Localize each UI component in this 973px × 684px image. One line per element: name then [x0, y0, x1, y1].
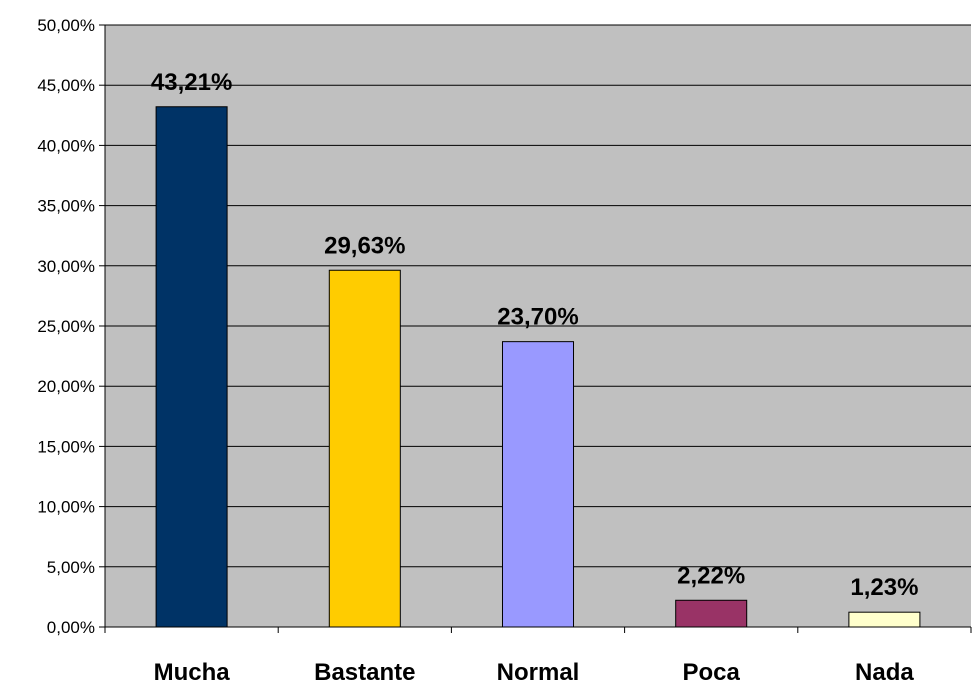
bar-bastante — [328, 269, 401, 628]
y-tick-label: 25,00% — [37, 317, 95, 336]
bar-poca — [675, 599, 748, 628]
data-labels: 43,21% 29,63% 23,70% 2,22% 1,23% — [151, 69, 919, 601]
category-label-nada: Nada — [855, 659, 914, 684]
data-label-bastante: 29,63% — [324, 232, 405, 259]
y-tick-label: 5,00% — [47, 558, 95, 577]
y-tick-label: 0,00% — [47, 618, 95, 637]
category-label-normal: Normal — [497, 659, 580, 684]
category-label-poca: Poca — [683, 659, 741, 684]
data-label-nada: 1,23% — [850, 574, 918, 601]
category-label-bastante: Bastante — [314, 659, 415, 684]
bar-mucha — [155, 106, 228, 628]
y-tick-label: 20,00% — [37, 377, 95, 396]
y-tick-label: 10,00% — [37, 498, 95, 517]
y-tick-label: 50,00% — [37, 16, 95, 35]
y-tick-label: 15,00% — [37, 437, 95, 456]
data-label-poca: 2,22% — [677, 562, 745, 589]
category-label-mucha: Mucha — [154, 659, 231, 684]
y-tick-label: 30,00% — [37, 257, 95, 276]
y-axis: 0,00% 5,00% 10,00% 15,00% 20,00% 25,00% 30,00%… — [37, 16, 106, 637]
bar-nada — [848, 611, 921, 628]
y-tick-label: 40,00% — [37, 136, 95, 155]
bar-normal — [501, 341, 575, 628]
data-label-mucha: 43,21% — [151, 69, 232, 96]
x-axis: Mucha Bastante Normal Poca Nada — [104, 626, 972, 684]
y-tick-label: 45,00% — [37, 76, 95, 95]
bars — [155, 106, 921, 628]
y-tick-label: 35,00% — [37, 197, 95, 216]
data-label-normal: 23,70% — [497, 304, 578, 331]
